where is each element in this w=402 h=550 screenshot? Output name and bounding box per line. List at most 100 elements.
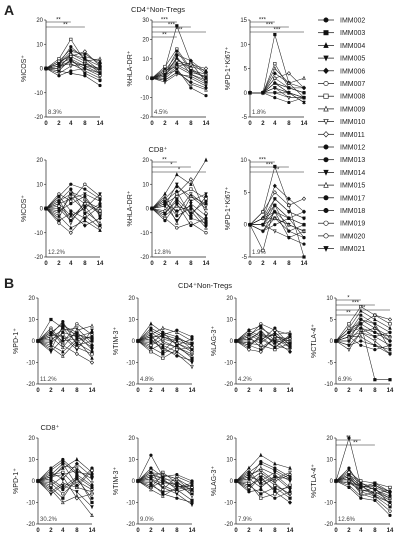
data-point bbox=[83, 66, 87, 71]
x-tick-label: 4 bbox=[359, 528, 363, 534]
data-point bbox=[149, 347, 153, 352]
data-point bbox=[287, 222, 291, 227]
legend-marker bbox=[323, 131, 329, 138]
x-tick-label: 14 bbox=[203, 121, 210, 127]
series-line bbox=[45, 208, 101, 226]
data-point bbox=[69, 182, 73, 186]
data-point bbox=[190, 343, 194, 348]
panel-label-b: B bbox=[4, 275, 14, 291]
significance-label: *** bbox=[175, 28, 183, 34]
x-tick-label: 2 bbox=[163, 121, 167, 127]
data-point bbox=[175, 485, 179, 490]
data-point bbox=[286, 196, 291, 202]
y-tick-label: 10 bbox=[226, 318, 233, 324]
data-point bbox=[347, 466, 351, 470]
x-tick-label: 14 bbox=[287, 388, 294, 394]
x-tick-label: 0 bbox=[44, 121, 48, 127]
data-point bbox=[302, 75, 306, 80]
data-point bbox=[273, 215, 277, 220]
data-point bbox=[83, 71, 87, 75]
legend-marker bbox=[323, 42, 329, 48]
y-axis-label: %TIM-3⁺ bbox=[113, 467, 120, 496]
data-point bbox=[288, 490, 292, 494]
data-point bbox=[273, 475, 277, 479]
data-point bbox=[273, 197, 277, 202]
data-point bbox=[90, 500, 94, 505]
data-point bbox=[286, 203, 291, 208]
data-point bbox=[359, 334, 363, 339]
y-axis-label: %TIM-3⁺ bbox=[113, 327, 120, 356]
x-tick-label: 14 bbox=[89, 528, 96, 534]
baseline-percent: 8.3% bbox=[48, 110, 62, 116]
x-tick-label: 0 bbox=[36, 388, 40, 394]
y-tick-label: 0 bbox=[244, 91, 248, 97]
data-point bbox=[204, 216, 208, 220]
baseline-percent: 6.9% bbox=[338, 377, 352, 383]
data-point bbox=[163, 219, 167, 223]
x-tick-label: 14 bbox=[203, 261, 210, 267]
data-point bbox=[189, 211, 193, 215]
data-point bbox=[261, 215, 265, 220]
data-point bbox=[175, 329, 179, 335]
y-tick-label: -10 bbox=[126, 501, 135, 507]
data-point bbox=[83, 57, 87, 61]
data-point bbox=[61, 339, 65, 343]
data-point bbox=[273, 496, 277, 500]
data-point bbox=[302, 100, 306, 105]
y-tick-label: 0 bbox=[146, 207, 150, 213]
data-point bbox=[175, 226, 179, 230]
y-tick-label: 10 bbox=[226, 458, 233, 464]
data-point bbox=[302, 216, 306, 221]
legend-label: IMM008 bbox=[340, 94, 365, 101]
data-point bbox=[273, 164, 277, 169]
legend-label: IMM007 bbox=[340, 81, 365, 88]
data-point bbox=[83, 211, 87, 215]
data-point bbox=[57, 210, 61, 215]
y-tick-label: -10 bbox=[324, 501, 333, 507]
data-point bbox=[90, 496, 94, 500]
data-point bbox=[149, 477, 153, 481]
legend-label: IMM019 bbox=[340, 221, 365, 228]
data-point bbox=[373, 335, 377, 339]
legend-item: IMM003 bbox=[318, 30, 365, 37]
legend-marker bbox=[323, 233, 329, 239]
data-point bbox=[247, 490, 251, 494]
data-point bbox=[288, 485, 292, 490]
data-point bbox=[190, 337, 194, 341]
data-point bbox=[203, 211, 209, 216]
data-point bbox=[273, 81, 277, 85]
y-tick-label: 10 bbox=[326, 458, 333, 464]
x-tick-label: 2 bbox=[347, 528, 351, 534]
data-point bbox=[161, 492, 165, 496]
data-point bbox=[388, 352, 392, 356]
data-point bbox=[61, 472, 65, 478]
data-point bbox=[161, 340, 165, 345]
data-point bbox=[204, 80, 208, 85]
y-tick-label: 20 bbox=[326, 436, 333, 442]
data-point bbox=[175, 481, 179, 485]
data-point bbox=[273, 223, 277, 227]
y-tick-label: 0 bbox=[230, 479, 234, 485]
legend-label: IMM011 bbox=[340, 132, 365, 139]
data-point bbox=[359, 339, 363, 343]
legend-marker bbox=[323, 93, 329, 99]
data-point bbox=[246, 347, 251, 352]
legend-label: IMM013 bbox=[340, 157, 365, 164]
data-point bbox=[57, 62, 61, 66]
y-tick-label: 20 bbox=[128, 436, 135, 442]
data-point bbox=[247, 334, 251, 339]
data-point bbox=[288, 477, 292, 481]
data-point bbox=[61, 353, 65, 358]
data-point bbox=[273, 339, 277, 343]
x-tick-label: 0 bbox=[136, 528, 140, 534]
x-tick-label: 14 bbox=[97, 261, 104, 267]
data-point bbox=[57, 215, 61, 220]
x-tick-label: 4 bbox=[61, 388, 65, 394]
data-point bbox=[61, 500, 65, 505]
data-point bbox=[57, 74, 61, 78]
legend-item: IMM012 bbox=[318, 145, 365, 152]
x-tick-label: 4 bbox=[161, 388, 165, 394]
data-point bbox=[301, 196, 307, 202]
series-line bbox=[37, 334, 93, 355]
x-tick-label: 2 bbox=[347, 388, 351, 394]
